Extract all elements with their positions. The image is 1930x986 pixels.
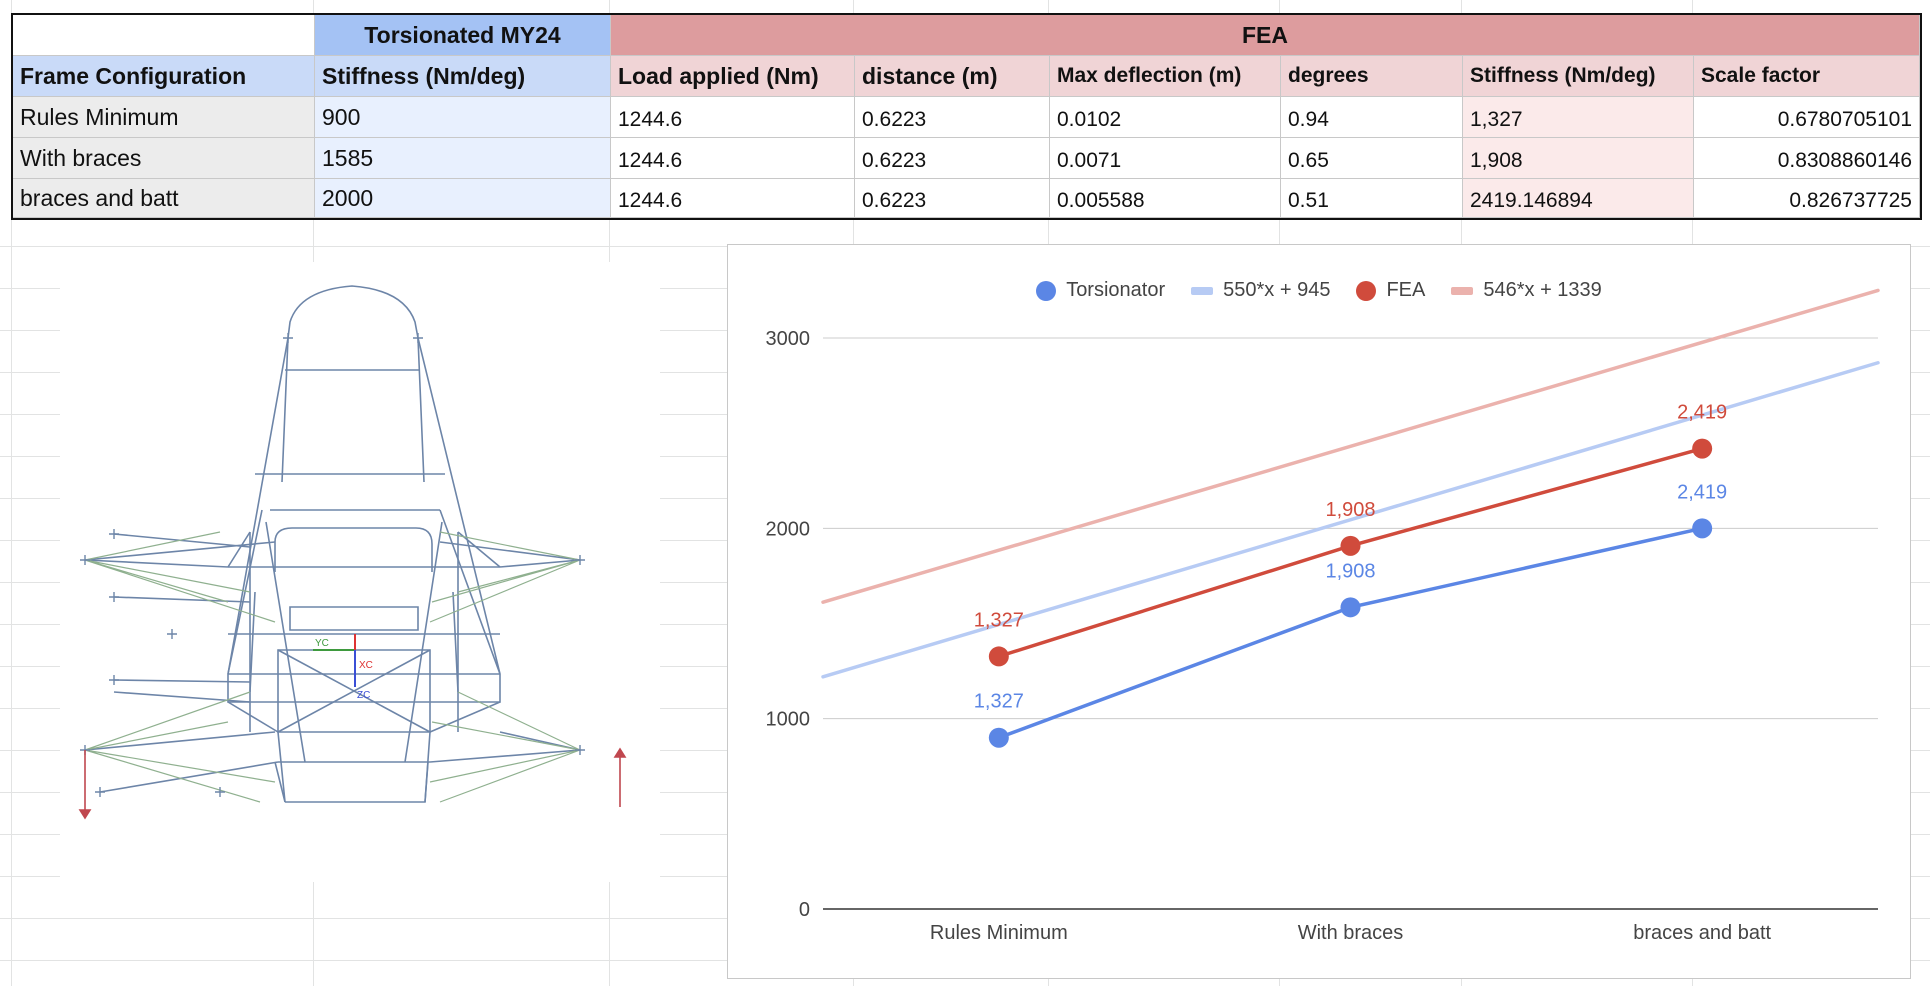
table-cell-degrees[interactable]: 0.94: [1281, 97, 1463, 138]
chart-plot-area: 0 1000 2000 3000 Rules Minimum With braces bra…: [766, 288, 1880, 944]
col-header-degrees[interactable]: degrees: [1281, 56, 1463, 97]
cad-axis-label-zc: ZC: [357, 690, 370, 701]
legend-label: Torsionator: [1066, 279, 1166, 301]
table-cell-config[interactable]: braces and batt: [13, 179, 315, 218]
table-cell-torsionated-stiffness[interactable]: 1585: [315, 138, 611, 179]
data-label: 1,327: [974, 691, 1024, 713]
table-cell-distance[interactable]: 0.6223: [855, 179, 1050, 218]
table-cell-distance[interactable]: 0.6223: [855, 138, 1050, 179]
table-cell-deflection[interactable]: 0.0102: [1050, 97, 1281, 138]
trendline: [821, 360, 1880, 679]
y-tick-label: 3000: [766, 328, 811, 350]
y-tick-label: 0: [799, 899, 810, 921]
x-tick-label: braces and batt: [1633, 922, 1771, 944]
table-cell-load[interactable]: 1244.6: [611, 97, 855, 138]
col-header-scale-factor[interactable]: Scale factor: [1694, 56, 1920, 97]
data-label: 1,908: [1325, 560, 1375, 582]
y-tick-label: 1000: [766, 709, 811, 731]
table-cell-torsionated-stiffness[interactable]: 2000: [315, 179, 611, 218]
table-cell-deflection[interactable]: 0.0071: [1050, 138, 1281, 179]
data-point: [1340, 597, 1361, 618]
frame-cad-drawing[interactable]: YC XC ZC: [60, 262, 660, 882]
legend-marker-dot: [1356, 280, 1377, 301]
data-point: [988, 727, 1009, 748]
table-cell-fea-stiffness[interactable]: 1,908: [1463, 138, 1694, 179]
legend-marker-dot: [1036, 280, 1057, 301]
legend-marker-line: [1451, 286, 1474, 295]
table-cell-load[interactable]: 1244.6: [611, 179, 855, 218]
data-label: 1,908: [1325, 499, 1375, 521]
group-header-fea[interactable]: FEA: [611, 15, 1920, 56]
table-cell-degrees[interactable]: 0.51: [1281, 179, 1463, 218]
legend-item-fea[interactable]: FEA: [1356, 279, 1425, 302]
table-cell-load[interactable]: 1244.6: [611, 138, 855, 179]
legend-label: 550*x + 945: [1223, 279, 1331, 301]
group-header-torsionated[interactable]: Torsionated MY24: [315, 15, 611, 56]
stiffness-table: Torsionated MY24 FEA Frame Configuration…: [11, 13, 1922, 220]
table-cell-torsionated-stiffness[interactable]: 900: [315, 97, 611, 138]
table-cell-config[interactable]: Rules Minimum: [13, 97, 315, 138]
data-point: [988, 646, 1009, 667]
table-cell-deflection[interactable]: 0.005588: [1050, 179, 1281, 218]
legend-item-torsionator[interactable]: Torsionator: [1036, 279, 1165, 302]
table-cell-fea-stiffness[interactable]: 2419.146894: [1463, 179, 1694, 218]
col-header-load-applied[interactable]: Load applied (Nm): [611, 56, 855, 97]
data-label: 2,419: [1677, 481, 1727, 503]
col-header-fea-stiffness[interactable]: Stiffness (Nm/deg): [1463, 56, 1694, 97]
data-point: [1692, 438, 1713, 459]
col-header-torsionated-stiffness[interactable]: Stiffness (Nm/deg): [315, 56, 611, 97]
legend-label: FEA: [1386, 279, 1426, 301]
table-cell-scale-factor[interactable]: 0.826737725: [1694, 179, 1920, 218]
table-corner-cell[interactable]: [13, 15, 315, 56]
legend-label: 546*x + 1339: [1483, 279, 1602, 301]
trendline: [821, 288, 1880, 604]
legend-item-trend-2[interactable]: 546*x + 1339: [1451, 279, 1602, 302]
table-cell-distance[interactable]: 0.6223: [855, 97, 1050, 138]
x-tick-label: Rules Minimum: [930, 922, 1068, 944]
legend-item-trend-1[interactable]: 550*x + 945: [1191, 279, 1330, 302]
table-cell-degrees[interactable]: 0.65: [1281, 138, 1463, 179]
col-header-max-deflection[interactable]: Max deflection (m): [1050, 56, 1281, 97]
legend-marker-line: [1191, 286, 1214, 295]
stiffness-chart[interactable]: Torsionator 550*x + 945 FEA 546*x + 1339…: [727, 244, 1911, 979]
y-tick-label: 2000: [766, 518, 811, 540]
col-header-distance[interactable]: distance (m): [855, 56, 1050, 97]
data-point: [1692, 518, 1713, 539]
table-cell-scale-factor[interactable]: 0.8308860146: [1694, 138, 1920, 179]
cad-axis-label-xc: XC: [359, 660, 373, 671]
table-cell-config[interactable]: With braces: [13, 138, 315, 179]
table-cell-fea-stiffness[interactable]: 1,327: [1463, 97, 1694, 138]
data-point: [1340, 535, 1361, 556]
col-header-frame-configuration[interactable]: Frame Configuration: [13, 56, 315, 97]
chart-legend: Torsionator 550*x + 945 FEA 546*x + 1339: [728, 279, 1910, 302]
table-cell-scale-factor[interactable]: 0.6780705101: [1694, 97, 1920, 138]
x-tick-label: With braces: [1298, 922, 1404, 944]
data-label: 1,327: [974, 609, 1024, 631]
data-label: 2,419: [1677, 402, 1727, 424]
cad-axis-label-yc: YC: [315, 638, 329, 649]
